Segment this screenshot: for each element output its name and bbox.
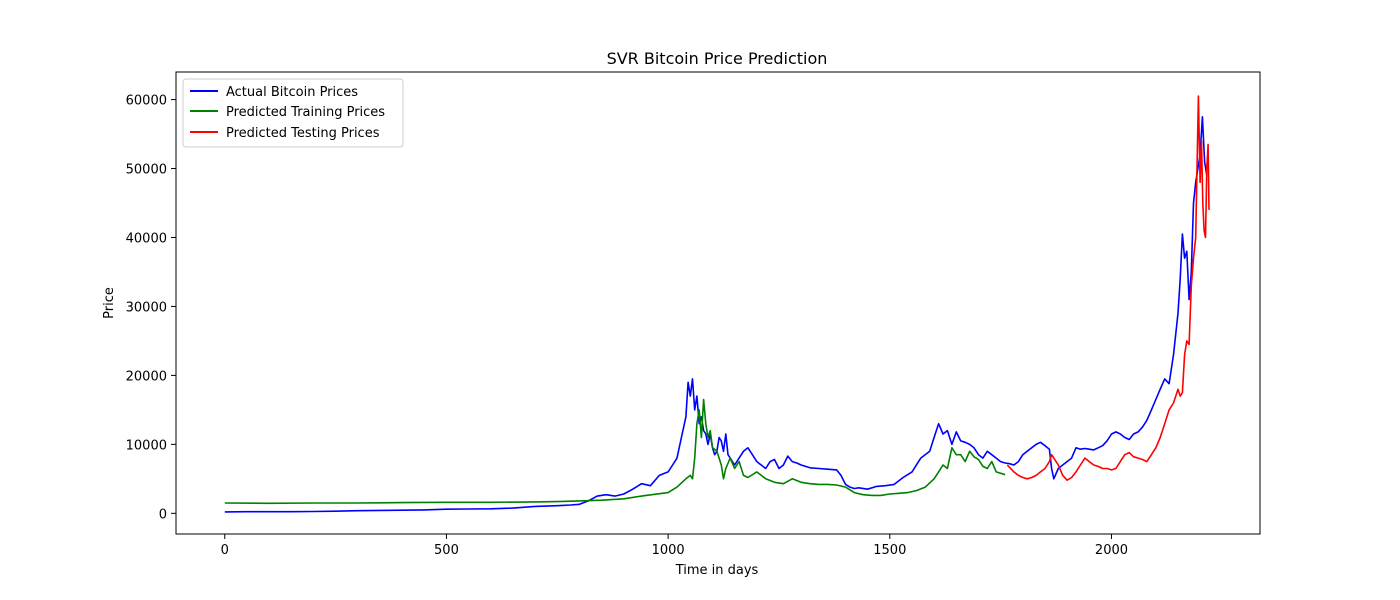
series-group	[224, 95, 1210, 513]
plot-frame	[175, 71, 1261, 535]
y-tick-label: 50000	[126, 163, 167, 178]
legend-label-testing: Predicted Testing Prices	[226, 126, 380, 141]
y-tick-label: 30000	[126, 300, 167, 315]
series-line-2	[1006, 95, 1210, 481]
x-tick-label: 500	[434, 543, 459, 558]
x-axis: 0 500 1000 1500 2000	[221, 534, 1128, 558]
legend-label-actual: Actual Bitcoin Prices	[226, 85, 358, 100]
x-axis-label: Time in days	[675, 563, 759, 578]
x-tick-label: 1500	[873, 543, 906, 558]
y-axis-label: Price	[102, 287, 117, 319]
legend: Actual Bitcoin Prices Predicted Training…	[182, 78, 404, 148]
x-tick-label: 0	[221, 543, 229, 558]
y-tick-label: 10000	[126, 438, 167, 453]
x-tick-label: 1000	[652, 543, 685, 558]
y-tick-label: 20000	[126, 369, 167, 384]
y-axis: 0 10000 20000 30000 40000 50000 60000	[126, 94, 176, 522]
legend-label-training: Predicted Training Prices	[226, 105, 385, 120]
x-tick-label: 2000	[1095, 543, 1128, 558]
y-tick-label: 0	[159, 507, 167, 522]
series-line-0	[224, 116, 1208, 513]
y-tick-label: 60000	[126, 94, 167, 109]
chart-title: SVR Bitcoin Price Prediction	[607, 49, 828, 68]
series-line-1	[224, 398, 1006, 505]
y-tick-label: 40000	[126, 231, 167, 246]
legend-box	[182, 78, 404, 148]
